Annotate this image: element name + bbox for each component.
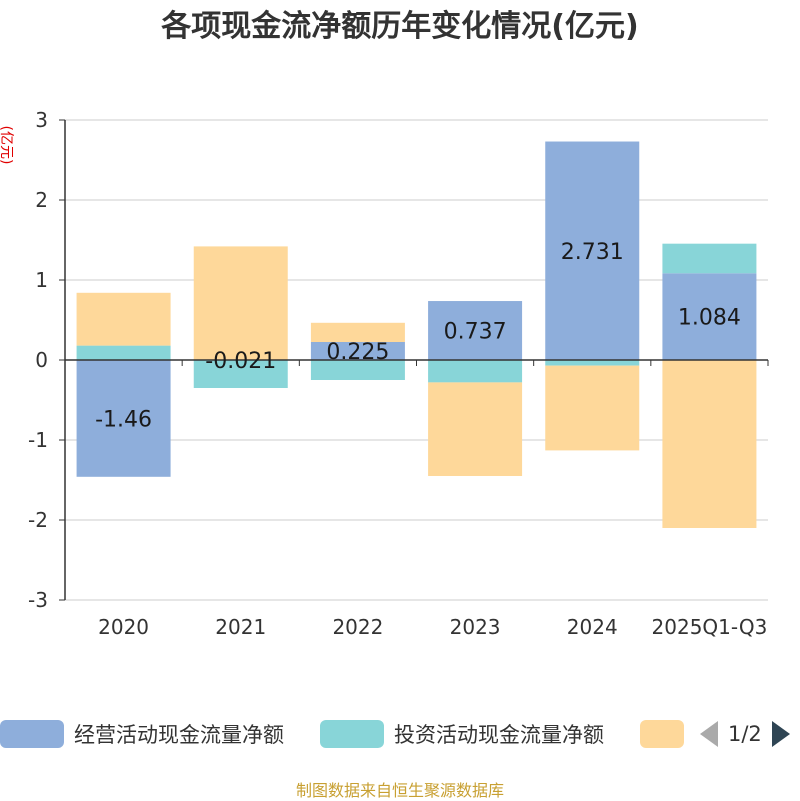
bar-s0-2023 <box>428 301 523 360</box>
data-label-2020: -1.46 <box>95 407 152 432</box>
y-tick-label-1: 2 <box>35 188 48 212</box>
y-tick-label-6: -3 <box>28 588 48 612</box>
legend-pager: 1/2 <box>700 714 790 754</box>
x-tick-label-3: 2023 <box>450 615 501 639</box>
data-label-2025Q1-Q3: 1.084 <box>678 306 741 331</box>
legend-item-investing[interactable]: 投资活动现金流量净额 <box>320 714 604 754</box>
bar-s0-2020 <box>76 360 171 477</box>
legend-item-operating[interactable]: 经营活动现金流量净额 <box>0 714 284 754</box>
axes: 3 2 1 0 -1 -2 -3 2020 2021 2022 2023 2024 2025Q1-Q3 <box>28 108 769 639</box>
y-tick-label-2: 1 <box>35 268 48 292</box>
legend-item-financing[interactable] <box>640 714 684 754</box>
y-tick-label-3: 0 <box>35 348 48 372</box>
bar-s0-2022 <box>310 342 405 360</box>
y-tick-label-5: -2 <box>28 508 48 532</box>
legend-page-indicator: 1/2 <box>728 722 762 746</box>
data-labels: -1.46 -0.021 0.225 0.737 2.731 1.084 <box>95 240 741 433</box>
chart-title: 各项现金流净额历年变化情况(亿元) <box>160 9 638 44</box>
bar-s0-2025Q1-Q3 <box>662 273 757 360</box>
bar-s2-2021 <box>193 246 288 360</box>
bar-s1-2024 <box>545 360 640 366</box>
bar-s2-2023 <box>428 382 523 476</box>
bars <box>76 141 757 528</box>
y-tick-label-4: -1 <box>28 428 48 452</box>
legend-next-arrow-icon[interactable] <box>771 721 790 747</box>
data-source-note: 制图数据来自恒生聚源数据库 <box>295 781 504 800</box>
bar-s1-2021 <box>193 360 288 388</box>
gridlines <box>65 119 768 601</box>
bar-s2-2025Q1-Q3 <box>662 360 757 528</box>
legend-label-operating: 经营活动现金流量净额 <box>74 723 284 747</box>
bar-s1-2025Q1-Q3 <box>662 243 757 274</box>
data-label-2021: -0.021 <box>205 349 276 374</box>
bar-s0-2024 <box>545 141 640 360</box>
y-axis-unit: (亿元) <box>0 126 14 165</box>
legend-swatch-operating <box>0 720 64 748</box>
x-tick-label-5: 2025Q1-Q3 <box>652 615 768 639</box>
bar-s2-2024 <box>545 365 640 451</box>
x-tick-label-0: 2020 <box>98 615 149 639</box>
bar-s2-2020 <box>76 292 171 346</box>
bar-s1-2020 <box>76 345 171 360</box>
x-tick-label-2: 2022 <box>332 615 383 639</box>
bar-s1-2023 <box>428 360 523 383</box>
x-tick-label-4: 2024 <box>567 615 618 639</box>
x-tick-label-1: 2021 <box>215 615 266 639</box>
legend-swatch-financing <box>640 720 684 748</box>
bar-s2-2022 <box>310 322 405 342</box>
data-label-2022: 0.225 <box>326 340 389 365</box>
legend: 经营活动现金流量净额 投资活动现金流量净额 <box>0 714 800 754</box>
legend-prev-arrow-icon[interactable] <box>700 721 718 747</box>
legend-swatch-investing <box>320 720 384 748</box>
data-label-2024: 2.731 <box>561 240 624 265</box>
bar-s1-2022 <box>310 360 405 380</box>
data-label-2023: 0.737 <box>444 320 507 345</box>
chart: 各项现金流净额历年变化情况(亿元) (亿元) 3 2 1 0 -1 -2 -3 2020 202… <box>0 9 769 639</box>
y-tick-label-0: 3 <box>35 108 48 132</box>
legend-label-investing: 投资活动现金流量净额 <box>394 723 604 747</box>
